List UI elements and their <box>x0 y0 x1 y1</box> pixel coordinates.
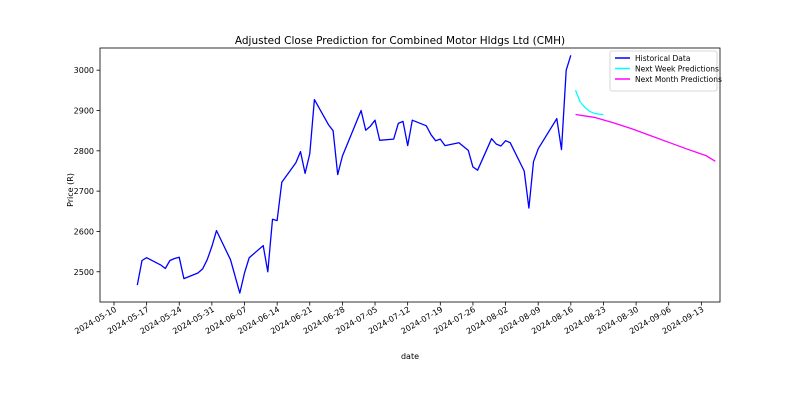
y-tick-label: 2900 <box>74 106 94 115</box>
chart-title: Adjusted Close Prediction for Combined M… <box>235 35 565 47</box>
legend: Historical Data Next Week PredictionsNext… <box>609 50 722 92</box>
y-tick-label: 2500 <box>74 268 94 277</box>
legend-entry: Historical Data <box>635 54 690 63</box>
y-tick-label: 3000 <box>74 66 94 75</box>
x-axis-label: date <box>401 352 419 361</box>
y-tick-label: 2600 <box>74 227 94 236</box>
y-axis-label: Price (R) <box>66 173 75 207</box>
series-lines <box>136 55 716 294</box>
legend-entry: Next Month Predictions <box>635 75 722 84</box>
plot-frame <box>99 47 721 303</box>
legend-entry: Next Week Predictions <box>635 65 719 74</box>
series-line-historical-data <box>136 55 572 294</box>
y-tick-label: 2700 <box>74 187 94 196</box>
series-line-next-month-predictions <box>575 113 716 162</box>
series-line-next-week-predictions <box>574 90 604 116</box>
legend-box <box>609 50 718 92</box>
y-tick-label: 2800 <box>74 147 94 156</box>
